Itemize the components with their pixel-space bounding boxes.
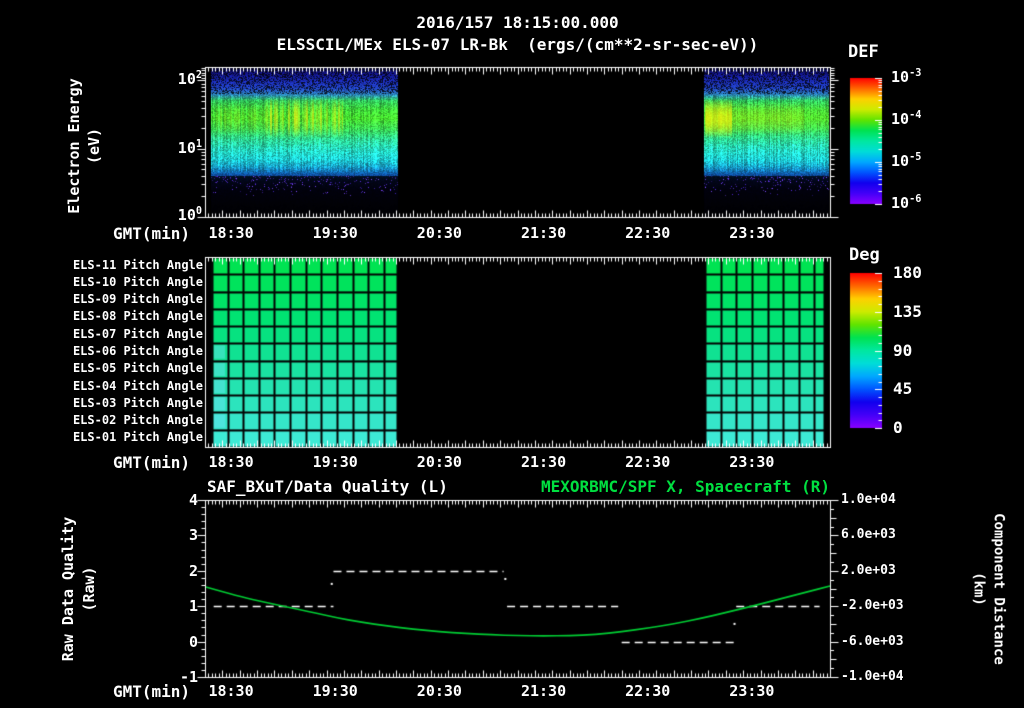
distance-axis-tick-label: 1.0e+04 <box>841 492 896 507</box>
x-tick-label: 23:30 <box>729 224 775 242</box>
pitch-row-label: ELS-08 Pitch Angle <box>72 309 203 324</box>
pitch-row-label: ELS-10 Pitch Angle <box>72 274 203 289</box>
deg-colorbar-tick-label: 90 <box>893 340 913 360</box>
x-tick-label: 19:30 <box>312 682 358 700</box>
deg-colorbar-title: Deg <box>849 245 880 265</box>
bottom-left-axis-label-line2: (Raw) <box>80 566 98 612</box>
pitch-row-label: ELS-07 Pitch Angle <box>72 326 203 341</box>
quality-axis-tick-label: 4 <box>188 491 198 509</box>
pitch-row-label: ELS-06 Pitch Angle <box>72 344 203 358</box>
deg-colorbar-tick-label: 0 <box>893 418 903 437</box>
bottom-left-title: SAF_BXuT/Data Quality (L) <box>207 477 448 496</box>
x-tick-label: 20:30 <box>416 224 462 242</box>
pitch-row-label: ELS-03 Pitch Angle <box>72 395 203 410</box>
bottom-right-axis-label-line2: (km) <box>971 572 987 606</box>
x-tick-label: 22:30 <box>625 224 671 242</box>
x-tick-label: 18:30 <box>208 453 254 471</box>
x-tick-label: 21:30 <box>520 453 567 471</box>
quality-axis-tick-label: 2 <box>188 561 198 580</box>
x-tick-label: 23:30 <box>729 453 775 471</box>
pitch-row-label: ELS-11 Pitch Angle <box>72 257 203 272</box>
bottom-right-axis-label-line1: Component Distance <box>990 513 1007 665</box>
spectrogram-y-axis-label-line1: Electron Energy <box>64 78 83 214</box>
pitch-row-label: ELS-09 Pitch Angle <box>72 292 203 307</box>
bottom-right-axis-label: Component Distance (km) <box>968 513 1007 665</box>
gmt-label-pitch: GMT(min) <box>113 453 191 472</box>
quality-axis-tick-label: 0 <box>188 632 198 651</box>
x-tick-label: 21:30 <box>520 224 567 242</box>
spectrogram-y-tick-label: 102 <box>177 70 202 88</box>
def-colorbar-tick-label: 10-5 <box>891 152 922 170</box>
deg-colorbar-tick-label: 135 <box>893 301 922 321</box>
title-instrument: ELSSCIL/MEx ELS-07 LR-Bk (ergs/(cm**2-sr… <box>276 35 759 54</box>
def-colorbar-tick-label: 10-6 <box>891 194 922 212</box>
spectrogram-y-tick-label: 100 <box>177 206 202 224</box>
x-tick-label: 18:30 <box>208 224 254 242</box>
title-datetime: 2016/157 18:15:00.000 <box>416 13 619 32</box>
pitch-row-label: ELS-05 Pitch Angle <box>72 361 203 376</box>
bottom-right-title: MEXORBMC/SPF X, Spacecraft (R) <box>541 477 830 496</box>
deg-colorbar-tick-label: 180 <box>893 263 922 282</box>
x-tick-label: 19:30 <box>312 453 358 471</box>
pitch-row-label: ELS-02 Pitch Angle <box>72 413 203 428</box>
deg-colorbar-tick-label: 45 <box>893 379 913 399</box>
def-colorbar-title: DEF <box>848 42 879 62</box>
distance-axis-tick-label: 2.0e+03 <box>841 562 896 578</box>
bottom-left-axis-label-line1: Raw Data Quality <box>59 516 77 662</box>
spectrogram-y-axis-label-line2: (eV) <box>85 127 103 165</box>
pitch-row-label: ELS-04 Pitch Angle <box>72 378 203 393</box>
def-colorbar-tick-label: 10-3 <box>891 68 922 86</box>
quality-axis-tick-label: 1 <box>188 597 198 616</box>
quality-axis-tick-label: 3 <box>188 526 198 545</box>
distance-axis-tick-label: 6.0e+03 <box>841 527 896 543</box>
distance-axis-tick-label: -2.0e+03 <box>841 598 904 614</box>
spectrogram-y-tick-label: 101 <box>177 139 202 157</box>
x-tick-label: 22:30 <box>625 453 671 471</box>
x-tick-label: 20:30 <box>416 453 462 471</box>
gmt-label-bottom: GMT(min) <box>113 682 191 701</box>
x-tick-label: 22:30 <box>625 682 671 700</box>
def-colorbar-tick-label: 10-4 <box>891 110 922 128</box>
quality-axis-tick-label: -1 <box>179 668 198 686</box>
x-tick-label: 18:30 <box>208 682 254 700</box>
x-tick-label: 21:30 <box>520 682 567 700</box>
x-tick-label: 20:30 <box>416 682 462 700</box>
gmt-label-spectrogram: GMT(min) <box>113 224 191 243</box>
spectrogram-y-axis-label: Electron Energy (eV) <box>64 78 105 213</box>
x-tick-label: 23:30 <box>729 682 775 700</box>
distance-axis-tick-label: -6.0e+03 <box>841 633 904 649</box>
pitch-row-label: ELS-01 Pitch Angle <box>72 430 203 445</box>
x-tick-label: 19:30 <box>312 224 358 242</box>
bottom-left-axis-label: Raw Data Quality (Raw) <box>58 517 100 662</box>
distance-axis-tick-label: -1.0e+04 <box>841 669 904 684</box>
